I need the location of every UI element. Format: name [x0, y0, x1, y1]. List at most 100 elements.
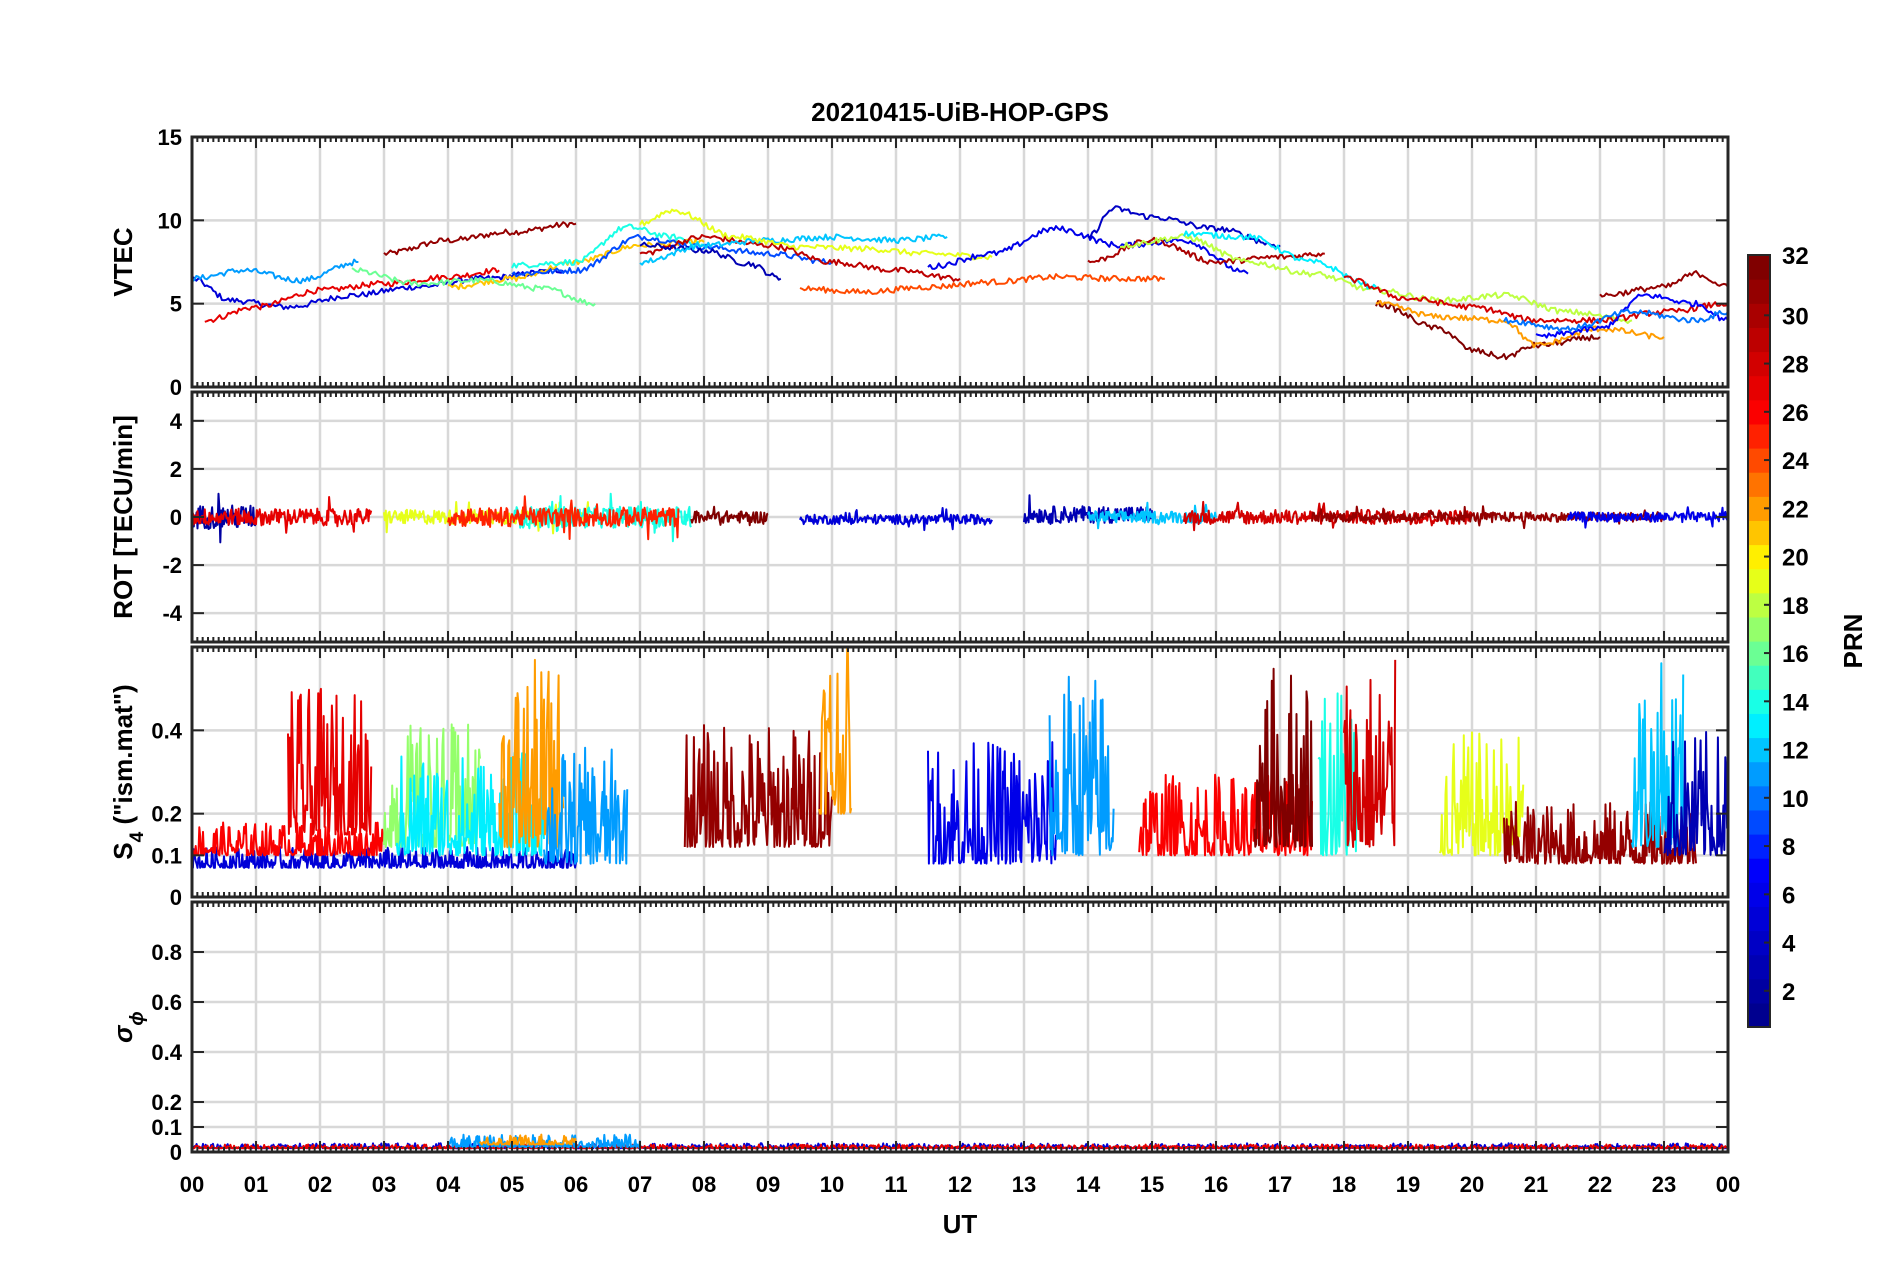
colorbar-band	[1748, 592, 1770, 618]
colorbar-band	[1748, 930, 1770, 956]
y-tick-label: 0.1	[151, 1115, 182, 1140]
series-line-prn-14	[511, 223, 705, 269]
x-tick-label: 09	[756, 1172, 780, 1197]
colorbar-band	[1748, 713, 1770, 739]
x-tick-label: 13	[1012, 1172, 1036, 1197]
y-tick-label: 0.4	[151, 718, 182, 743]
x-tick-label: 23	[1652, 1172, 1676, 1197]
colorbar-band	[1748, 809, 1770, 835]
colorbar-band	[1748, 737, 1770, 763]
x-ticks-sigma	[191, 902, 1729, 1152]
colorbar-band	[1748, 496, 1770, 521]
colorbar-frame	[1747, 254, 1771, 1028]
series-line-prn-31	[383, 221, 577, 256]
colorbar-tick-label: 32	[1782, 243, 1809, 270]
y-tick-label: 0	[170, 375, 182, 400]
panel-s4: 0 0.1 0.2 0.4S4 ("ism.mat")	[108, 645, 1730, 910]
series-line-prn-32	[690, 505, 769, 527]
colorbar-band	[1748, 834, 1770, 859]
series-line-prn-6	[927, 741, 1057, 865]
colorbar-tick-label: 12	[1782, 738, 1809, 765]
y-tick-label: 2	[170, 457, 182, 482]
series-line-prn-29	[639, 234, 961, 282]
x-tick-label: 10	[820, 1172, 844, 1197]
colorbar-band	[1748, 448, 1770, 473]
colorbar-tick-label: 4	[1782, 931, 1796, 958]
series-line-prn-18	[1119, 233, 1633, 324]
series-line-prn-6	[927, 225, 1249, 275]
colorbar-tick-label: 24	[1782, 448, 1809, 475]
x-tick-label: 19	[1396, 1172, 1420, 1197]
series-line-prn-5	[192, 846, 577, 869]
y-tick-label: 0.1	[151, 843, 182, 868]
colorbar-tick-label: 20	[1782, 545, 1809, 572]
x-tick-label: 15	[1140, 1172, 1164, 1197]
series-group-s4	[192, 647, 1728, 869]
colorbar-tick-label: 2	[1782, 979, 1795, 1006]
x-tick-label: 14	[1076, 1172, 1101, 1197]
colorbar-tick-label: 10	[1782, 786, 1809, 813]
colorbar-band	[1748, 785, 1770, 811]
colorbar-band	[1748, 255, 1770, 280]
series-line-prn-32	[1253, 667, 1313, 848]
series-line-prn-11	[1048, 675, 1115, 857]
colorbar-band	[1748, 641, 1770, 666]
colorbar-band	[1748, 423, 1770, 449]
y-tick-label: 15	[158, 125, 182, 150]
series-line-prn-5	[192, 267, 564, 311]
y-tick-label: 4	[170, 409, 183, 434]
series-line-prn-14	[511, 492, 692, 543]
panel-vtec: 0 5 10 15 VTEC	[108, 125, 1730, 400]
grid-sigma	[192, 902, 1728, 1152]
series-line-prn-9	[511, 233, 833, 278]
x-tick-label: 02	[308, 1172, 332, 1197]
y-tick-label: -2	[162, 553, 182, 578]
y-axis-label-vtec: VTEC	[108, 227, 138, 297]
series-line-prn-28	[1343, 275, 1728, 325]
colorbar-tick-label: 16	[1782, 641, 1809, 668]
x-tick-label: 12	[948, 1172, 972, 1197]
series-line-prn-31	[683, 724, 833, 848]
series-line-prn-4	[1087, 205, 1281, 249]
y-tick-label: -4	[162, 601, 182, 626]
colorbar-band	[1748, 665, 1770, 690]
colorbar-tick-label: 18	[1782, 593, 1809, 620]
series-line-prn-11	[447, 1133, 641, 1148]
series-line-prn-11	[543, 746, 629, 865]
colorbar-tick-label: 30	[1782, 303, 1809, 330]
colorbar-tick-label: 28	[1782, 352, 1809, 379]
series-line-prn-5	[799, 507, 993, 532]
series-group-rot	[192, 492, 1728, 544]
panel-sigma: 00.10.2 0.4 0.6 0.8 σϕ	[108, 900, 1730, 1165]
y-tick-label: 5	[170, 292, 182, 317]
series-line-prn-7	[1535, 293, 1728, 339]
series-line-prn-19	[639, 208, 993, 261]
colorbar-band	[1748, 858, 1770, 883]
y-tick-label: 0	[170, 505, 182, 530]
colorbar-band	[1748, 1002, 1770, 1028]
y-tick-label: 0.4	[151, 1040, 182, 1065]
colorbar-band	[1748, 375, 1770, 401]
grid-rot	[192, 392, 1728, 642]
colorbar-band	[1748, 954, 1770, 980]
series-line-prn-28	[1343, 659, 1397, 848]
x-tick-label: 20	[1460, 1172, 1484, 1197]
series-line-prn-3	[639, 241, 782, 281]
x-tick-label: 05	[500, 1172, 524, 1197]
x-tick-label: 00	[180, 1172, 204, 1197]
x-axis-label: UT	[943, 1209, 978, 1239]
x-tick-label: 21	[1524, 1172, 1548, 1197]
series-line-prn-27	[192, 496, 373, 534]
series-line-prn-27	[204, 267, 500, 323]
x-tick-label: 03	[372, 1172, 396, 1197]
x-tick-label: 08	[692, 1172, 716, 1197]
series-line-prn-12	[1631, 662, 1685, 848]
x-tick-label: 07	[628, 1172, 652, 1197]
series-line-prn-10	[1503, 308, 1728, 333]
colorbar-band	[1748, 978, 1770, 1004]
x-tick-label: 11	[884, 1172, 907, 1197]
panel-rot: -4 -2 0 2 4 ROT [TECU/min]	[108, 390, 1730, 644]
